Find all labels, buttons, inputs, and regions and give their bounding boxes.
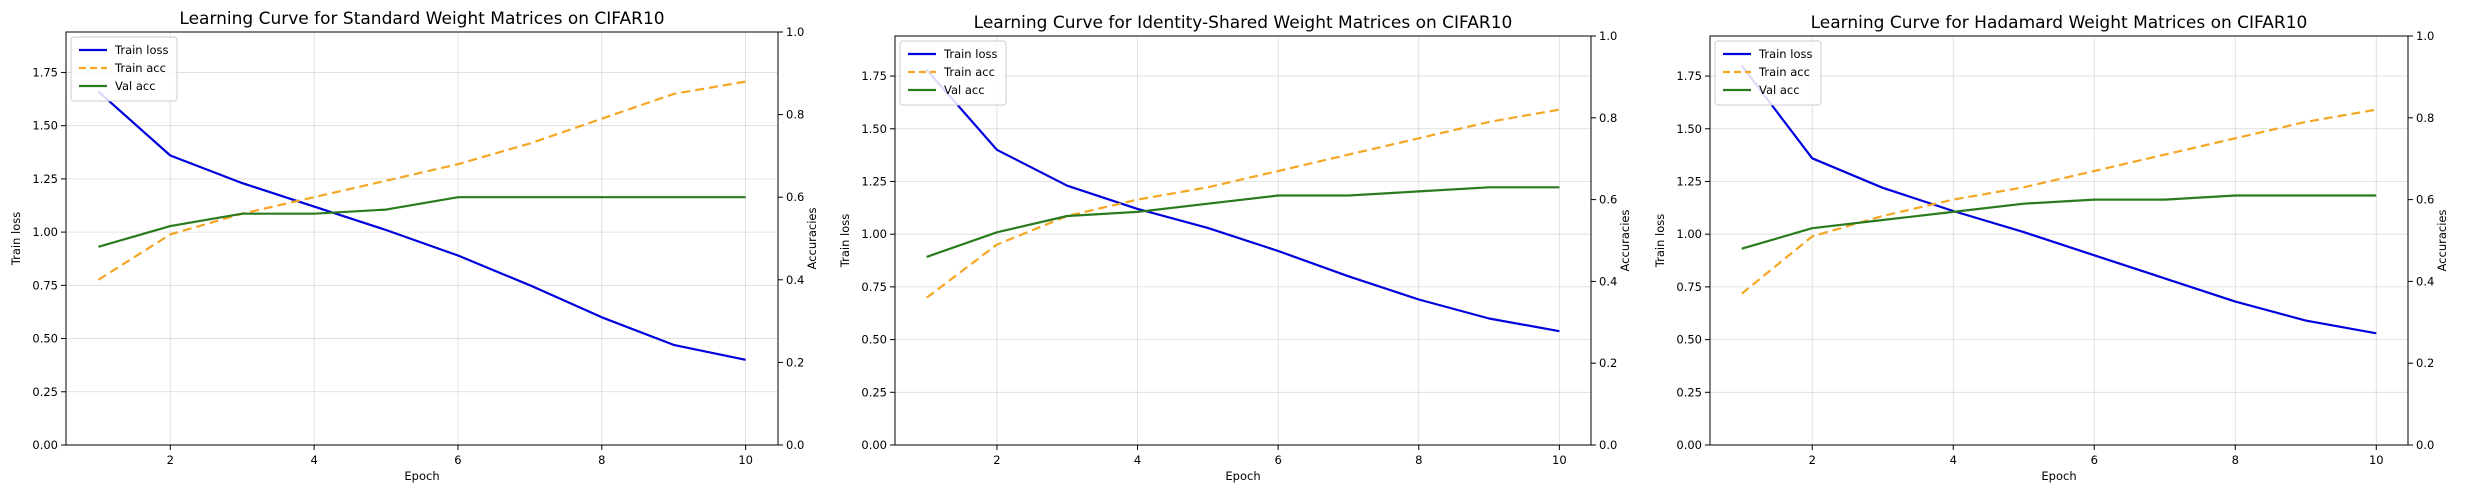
- x-axis-label: Epoch: [1225, 469, 1260, 483]
- y-tick-label-left: 1.00: [861, 227, 887, 241]
- x-tick-label: 6: [1274, 453, 1281, 467]
- plot-frame: [65, 31, 779, 446]
- y-tick-label-left: 1.75: [32, 65, 58, 79]
- series-line-val-acc: [98, 196, 746, 248]
- series-line-train-loss: [1740, 64, 2377, 335]
- y-tick-label-left: 1.50: [32, 119, 58, 133]
- y-tick-label-left: 0.50: [861, 333, 887, 347]
- y-axis-label-left: Train loss: [9, 212, 23, 266]
- y-tick-label-left: 1.00: [32, 225, 58, 239]
- series-line-train-acc: [1741, 108, 2377, 295]
- y-axis-label-right: Accuracies: [805, 208, 819, 270]
- chart-panel-2: 2 4 6 8 10 0.00 0.25 0.50 0.75 1.00 1.25 1.50 1.75 0.…: [838, 13, 1632, 483]
- legend-label: Val acc: [944, 83, 985, 97]
- series-line-train-loss: [97, 90, 746, 361]
- series-line-train-acc: [925, 108, 1560, 299]
- y-axis-label-right: Accuracies: [1618, 210, 1632, 272]
- y-tick-label-left: 0.25: [1676, 385, 1702, 399]
- x-tick-label: 4: [1134, 453, 1141, 467]
- y-tick-label-left: 0.00: [32, 438, 58, 452]
- legend: Train loss Train acc Val acc: [70, 36, 178, 102]
- y-tick-label-right: 0.0: [1599, 438, 1617, 452]
- legend-label: Train acc: [943, 65, 995, 79]
- chart-title: Learning Curve for Identity-Shared Weigh…: [974, 13, 1513, 33]
- chart-title: Learning Curve for Hadamard Weight Matri…: [1811, 13, 2308, 33]
- y-tick-label-left: 1.25: [1676, 174, 1702, 188]
- y-tick-label-left: 0.50: [1676, 333, 1702, 347]
- y-tick-label-left: 0.25: [861, 385, 887, 399]
- x-tick-label: 6: [2091, 453, 2098, 467]
- y-tick-label-left: 1.50: [861, 122, 887, 136]
- y-tick-label-right: 0.4: [2416, 274, 2434, 288]
- y-tick-label-right: 0.8: [786, 108, 804, 122]
- y-tick-label-right: 0.6: [1599, 193, 1617, 207]
- y-tick-label-right: 0.0: [786, 438, 804, 452]
- y-tick-label-right: 1.0: [1599, 29, 1617, 43]
- x-axis-label: Epoch: [404, 469, 439, 483]
- x-tick-label: 10: [738, 453, 753, 467]
- x-axis-label: Epoch: [2041, 469, 2076, 483]
- x-tick-label: 2: [993, 453, 1000, 467]
- y-tick-label-left: 0.75: [32, 278, 58, 292]
- x-tick-label: 4: [310, 453, 317, 467]
- legend-label: Train acc: [1758, 65, 1810, 79]
- y-axis-label-left: Train loss: [838, 214, 852, 268]
- series-line-train-acc: [97, 80, 746, 281]
- plot-frame: [894, 35, 1592, 446]
- x-tick-label: 8: [598, 453, 605, 467]
- legend-label: Val acc: [115, 79, 156, 93]
- x-tick-label: 2: [1809, 453, 1816, 467]
- x-tick-label: 8: [2232, 453, 2239, 467]
- legend: Train loss Train acc Val acc: [1714, 40, 1822, 106]
- y-tick-label-left: 1.75: [861, 69, 887, 83]
- y-tick-label-right: 0.2: [1599, 356, 1617, 370]
- x-tick-label: 2: [167, 453, 174, 467]
- series-line-val-acc: [926, 186, 1560, 258]
- x-tick-label: 4: [1950, 453, 1957, 467]
- legend-label: Train acc: [114, 61, 166, 75]
- grid: [1710, 36, 2408, 446]
- y-tick-label-right: 0.8: [1599, 111, 1617, 125]
- y-tick-label-left: 0.00: [1676, 438, 1702, 452]
- legend-label: Train loss: [943, 47, 997, 61]
- y-tick-label-left: 0.75: [861, 280, 887, 294]
- series-line-val-acc: [1741, 194, 2377, 250]
- y-tick-label-right: 0.4: [786, 273, 804, 287]
- y-axis-label-left: Train loss: [1653, 214, 1667, 268]
- y-tick-label-right: 0.8: [2416, 111, 2434, 125]
- y-tick-label-left: 1.25: [32, 172, 58, 186]
- x-tick-label: 6: [454, 453, 461, 467]
- y-tick-label-left: 0.00: [861, 438, 887, 452]
- chart-title: Learning Curve for Standard Weight Matri…: [179, 9, 664, 29]
- x-tick-label: 10: [1552, 453, 1567, 467]
- y-tick-label-right: 0.2: [786, 355, 804, 369]
- y-axis-label-right: Accuracies: [2435, 210, 2449, 272]
- y-tick-label-right: 0.6: [786, 190, 804, 204]
- x-tick-label: 8: [1415, 453, 1422, 467]
- y-tick-label-left: 0.75: [1676, 280, 1702, 294]
- y-tick-label-left: 1.25: [861, 174, 887, 188]
- y-tick-label-right: 0.2: [2416, 356, 2434, 370]
- y-tick-label-left: 1.75: [1676, 69, 1702, 83]
- y-tick-label-right: 1.0: [786, 25, 804, 39]
- legend: Train loss Train acc Val acc: [899, 40, 1007, 106]
- legend-label: Train loss: [1758, 47, 1812, 61]
- chart-panel-3: 2 4 6 8 10 0.00 0.25 0.50 0.75 1.00 1.25 1.50 1.75 0.…: [1653, 13, 2449, 483]
- series-line-train-loss: [925, 68, 1560, 333]
- y-tick-label-left: 1.00: [1676, 227, 1702, 241]
- y-tick-label-left: 0.50: [32, 332, 58, 346]
- y-tick-label-right: 0.0: [2416, 438, 2434, 452]
- legend-label: Train loss: [114, 43, 168, 57]
- x-tick-label: 10: [2369, 453, 2384, 467]
- legend-label: Val acc: [1759, 83, 1800, 97]
- y-tick-label-right: 1.0: [2416, 29, 2434, 43]
- y-tick-label-right: 0.4: [1599, 274, 1617, 288]
- y-tick-label-right: 0.6: [2416, 193, 2434, 207]
- y-tick-label-left: 1.50: [1676, 122, 1702, 136]
- chart-panel-1: 2 4 6 8 10 0.00 0.25 0.50 0.75 1.00 1.25 1.50 1.75 0.…: [9, 9, 819, 483]
- y-tick-label-left: 0.25: [32, 385, 58, 399]
- plot-frame: [1709, 35, 2409, 446]
